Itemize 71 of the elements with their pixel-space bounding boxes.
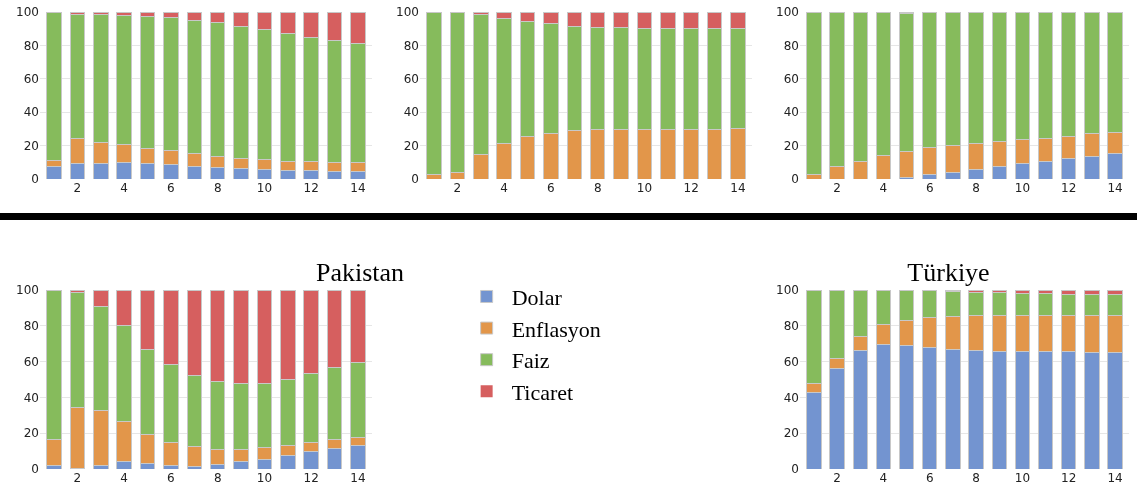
x-tick-label: 2 bbox=[833, 471, 841, 485]
y-tick-label: 80 bbox=[23, 38, 39, 53]
x-tick-label: 14 bbox=[1107, 181, 1123, 195]
y-tick-label: 100 bbox=[776, 5, 799, 20]
x-tick-label: 4 bbox=[120, 471, 128, 485]
x-tick-label: 2 bbox=[73, 471, 82, 485]
x-tick-label: 10 bbox=[256, 181, 273, 195]
y-tick-label: 0 bbox=[791, 172, 799, 187]
y-tick-label: 100 bbox=[16, 283, 39, 298]
y-tick-label: 80 bbox=[783, 319, 799, 333]
x-tick-label: 10 bbox=[256, 471, 273, 485]
x-tick-label: 12 bbox=[1061, 181, 1077, 195]
legend-label: Faiz bbox=[511, 348, 550, 374]
x-tick-label: 8 bbox=[213, 471, 222, 485]
y-tick-label: 40 bbox=[783, 105, 799, 120]
y-tick-label: 20 bbox=[23, 138, 39, 153]
y-tick-label: 60 bbox=[783, 354, 799, 369]
x-tick-label: 2 bbox=[73, 181, 82, 195]
y-tick-label: 60 bbox=[23, 72, 39, 86]
x-tick-label: 8 bbox=[972, 471, 980, 485]
x-tick-label: 8 bbox=[593, 181, 602, 195]
y-tick-label: 100 bbox=[16, 5, 39, 20]
x-tick-label: 10 bbox=[1014, 181, 1031, 195]
x-tick-label: 8 bbox=[213, 181, 222, 195]
x-tick-label: 4 bbox=[500, 181, 508, 195]
x-tick-label: 4 bbox=[120, 181, 128, 195]
y-tick-label: 40 bbox=[23, 105, 39, 120]
x-tick-label: 6 bbox=[167, 181, 175, 195]
x-tick-label: 12 bbox=[1061, 471, 1077, 485]
chart-title: Pakistan bbox=[315, 258, 405, 288]
y-tick-label: 0 bbox=[411, 172, 419, 187]
y-tick-label: 40 bbox=[23, 390, 39, 405]
legend-label: Dolar bbox=[511, 285, 563, 311]
x-tick-label: 14 bbox=[1107, 471, 1123, 485]
legend-label: Enflasyon bbox=[511, 316, 601, 342]
x-tick-label: 14 bbox=[730, 181, 746, 195]
y-tick-label: 80 bbox=[783, 38, 799, 53]
y-tick-label: 60 bbox=[403, 72, 419, 86]
y-tick-label: 100 bbox=[776, 283, 799, 298]
x-tick-label: 10 bbox=[1014, 471, 1031, 485]
y-tick-label: 40 bbox=[783, 390, 799, 405]
x-tick-label: 4 bbox=[879, 181, 888, 195]
x-tick-label: 14 bbox=[350, 471, 366, 485]
y-tick-label: 40 bbox=[403, 105, 419, 120]
y-tick-label: 0 bbox=[791, 462, 799, 477]
y-tick-label: 60 bbox=[23, 354, 39, 369]
y-tick-label: 60 bbox=[783, 72, 799, 86]
y-tick-label: 20 bbox=[783, 138, 799, 153]
x-tick-label: 6 bbox=[925, 471, 934, 485]
y-tick-label: 20 bbox=[783, 426, 799, 441]
x-tick-label: 10 bbox=[636, 181, 653, 195]
legend-label: Ticaret bbox=[511, 379, 574, 405]
x-tick-label: 14 bbox=[350, 181, 366, 195]
y-tick-label: 0 bbox=[31, 462, 39, 477]
x-tick-label: 2 bbox=[453, 181, 462, 195]
y-tick-label: 80 bbox=[403, 38, 419, 53]
x-tick-label: 12 bbox=[303, 471, 319, 485]
y-tick-label: 100 bbox=[396, 5, 419, 20]
x-tick-label: 6 bbox=[547, 181, 555, 195]
y-tick-label: 20 bbox=[403, 138, 419, 153]
x-tick-label: 2 bbox=[833, 181, 841, 195]
x-tick-label: 6 bbox=[925, 181, 934, 195]
x-tick-label: 12 bbox=[683, 181, 699, 195]
x-tick-label: 12 bbox=[303, 181, 319, 195]
y-tick-label: 80 bbox=[23, 319, 39, 333]
x-tick-label: 4 bbox=[879, 471, 888, 485]
x-tick-label: 6 bbox=[167, 471, 175, 485]
chart-title: Türkiye bbox=[907, 258, 990, 288]
y-tick-label: 20 bbox=[23, 426, 39, 441]
y-tick-label: 0 bbox=[31, 172, 39, 187]
x-tick-label: 8 bbox=[972, 181, 980, 195]
